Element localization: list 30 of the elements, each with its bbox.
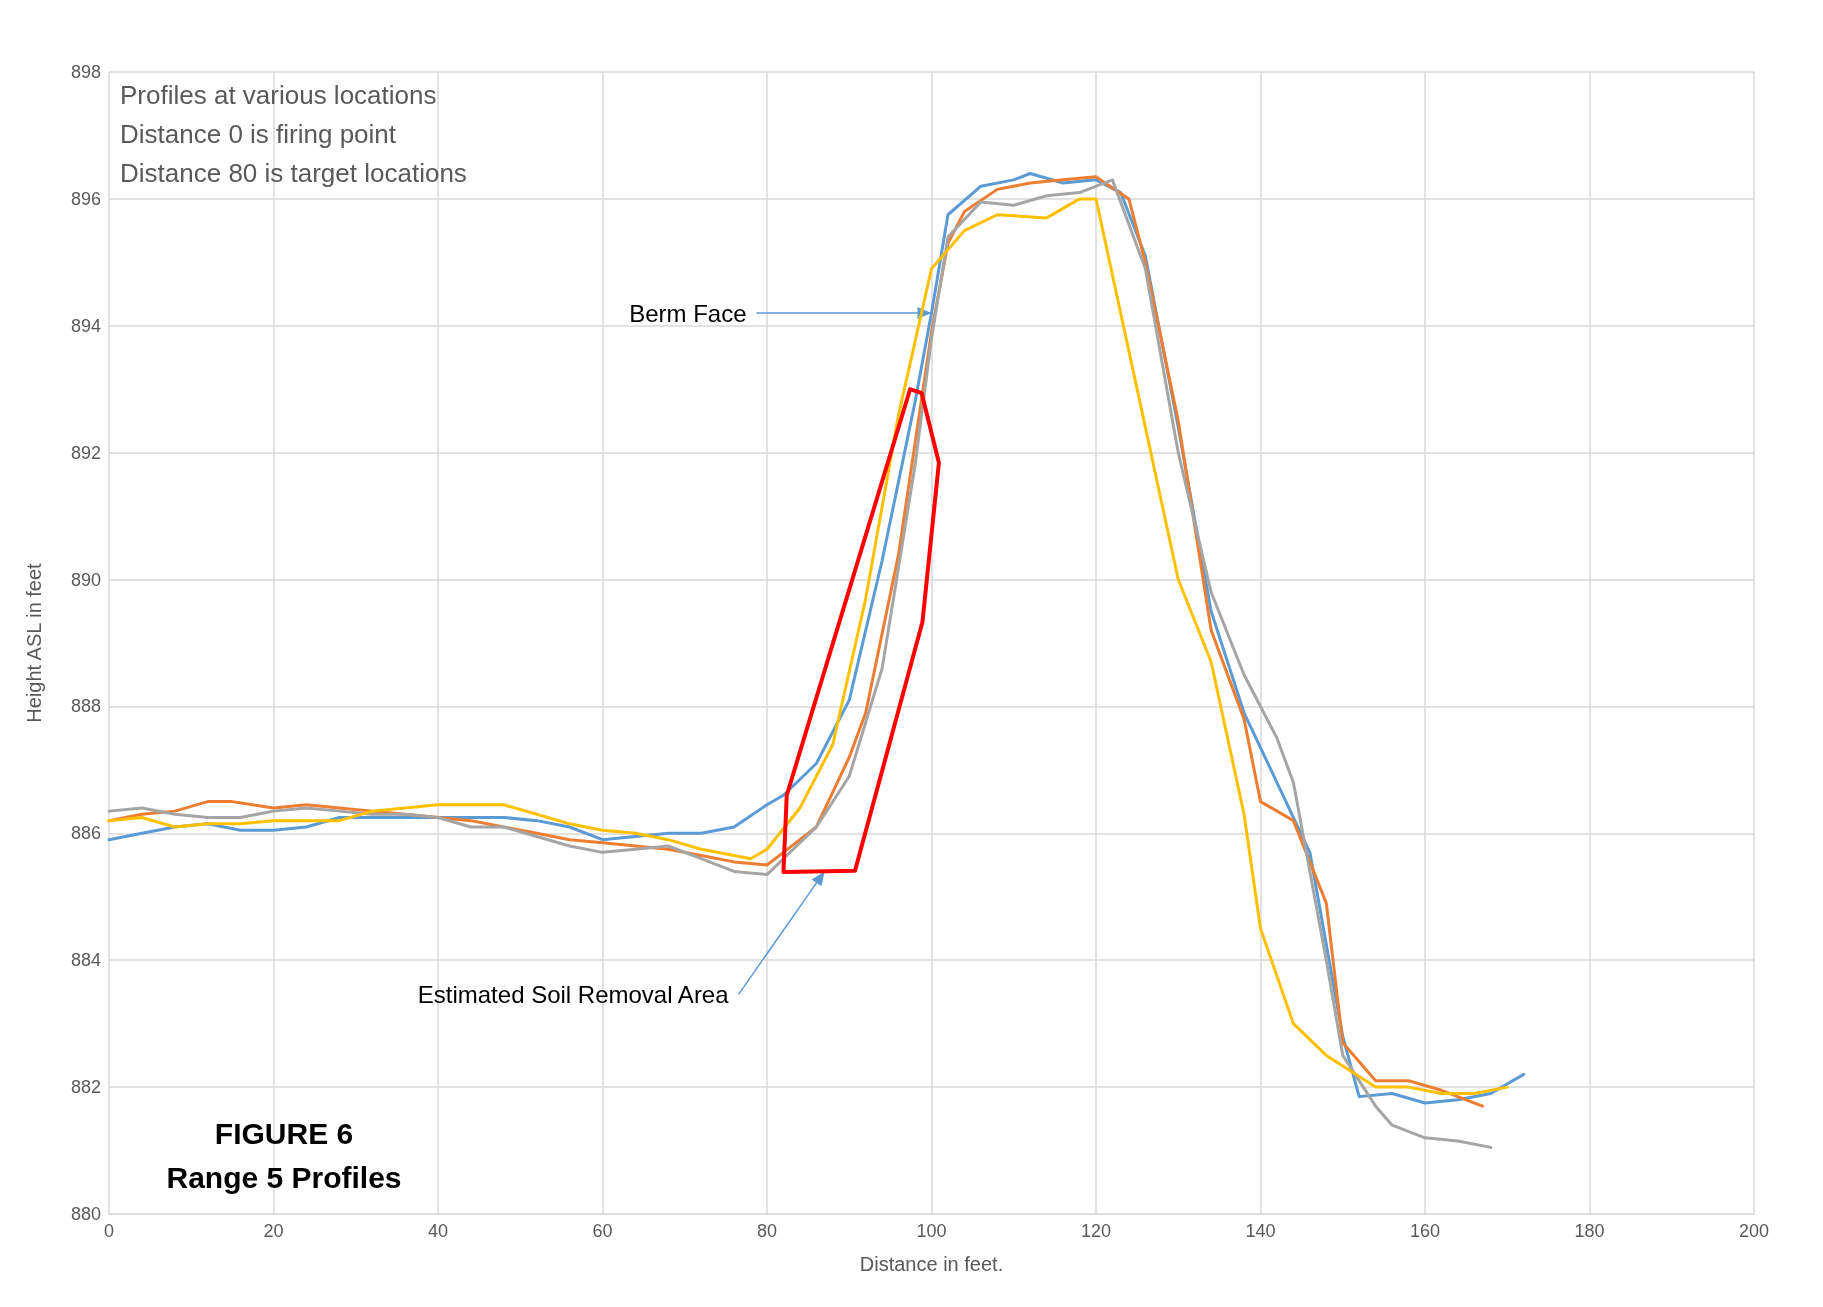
x-tick-label: 100 <box>916 1221 947 1241</box>
x-tick-label: 20 <box>263 1221 284 1241</box>
x-tick-label: 160 <box>1409 1221 1441 1241</box>
text: Range 5 Profiles <box>166 1160 402 1194</box>
annotation: Distance 80 is target locations <box>120 158 467 188</box>
y-axis-title: Height ASL in feet <box>23 562 45 723</box>
annotation: Distance 0 is firing point <box>120 119 397 149</box>
x-tick-label: 80 <box>756 1221 778 1241</box>
y-tick-label: 882 <box>70 1077 101 1098</box>
y-tick-label: 886 <box>70 823 101 844</box>
x-tick-label: 0 <box>103 1221 115 1241</box>
x-tick-label: 60 <box>592 1221 613 1241</box>
y-tick-label: 892 <box>70 442 101 463</box>
x-tick-label: 200 <box>1738 1221 1770 1241</box>
x-tick-label: 140 <box>1245 1221 1276 1241</box>
x-tick-label: 120 <box>1080 1221 1112 1241</box>
y-tick-label: 894 <box>70 315 101 336</box>
y-tick-label: 888 <box>70 696 101 717</box>
y-tick-label: 884 <box>70 950 101 971</box>
y-tick-label: 890 <box>70 569 101 590</box>
x-tick-label: 180 <box>1574 1221 1605 1241</box>
y-tick-label: 898 <box>70 62 101 82</box>
x-axis-title: Distance in feet. <box>859 1253 1004 1275</box>
annotation: Estimated Soil Removal Area <box>417 980 730 1008</box>
x-tick-label: 40 <box>427 1221 449 1241</box>
y-tick-label: 880 <box>70 1204 101 1224</box>
y-tick-label: 896 <box>70 188 101 209</box>
text: FIGURE 6 <box>214 1116 354 1150</box>
annotation: Profiles at various locations <box>120 80 437 110</box>
annotation: Berm Face <box>629 299 747 327</box>
